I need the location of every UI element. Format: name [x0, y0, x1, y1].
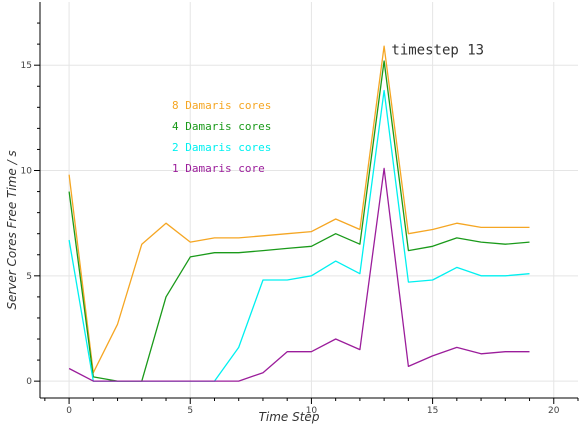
x-tick-label: 15: [427, 406, 438, 416]
series-lines: [68, 45, 530, 382]
y-tick-label: 15: [21, 61, 32, 71]
y-axis-title: Server Cores Free Time / s: [5, 150, 19, 309]
series-line: [68, 167, 530, 382]
x-tick-label: 0: [66, 406, 72, 416]
x-axis-title: Time Step: [259, 410, 320, 424]
series-line: [68, 60, 530, 382]
grid: [40, 2, 578, 398]
annotation-label: timestep 13: [391, 43, 484, 59]
x-tick-label: 20: [548, 406, 560, 416]
series-line: [68, 45, 530, 374]
series-line: [68, 89, 530, 382]
legend-entry: 1 Damaris core: [172, 162, 265, 175]
legend-entry: 4 Damaris cores: [172, 120, 271, 133]
x-tick-label: 10: [306, 406, 318, 416]
y-tick-label: 10: [21, 167, 33, 177]
legend: 8 Damaris cores 4 Damaris cores 2 Damaris …: [172, 99, 271, 175]
x-tick-label: 5: [187, 406, 193, 416]
y-tick-label: 5: [26, 272, 32, 282]
legend-entry: 8 Damaris cores: [172, 99, 271, 112]
axes: 0 5 10 15 20 0 5 10 15: [21, 2, 579, 416]
y-tick-label: 0: [26, 377, 32, 387]
legend-entry: 2 Damaris cores: [172, 141, 271, 154]
